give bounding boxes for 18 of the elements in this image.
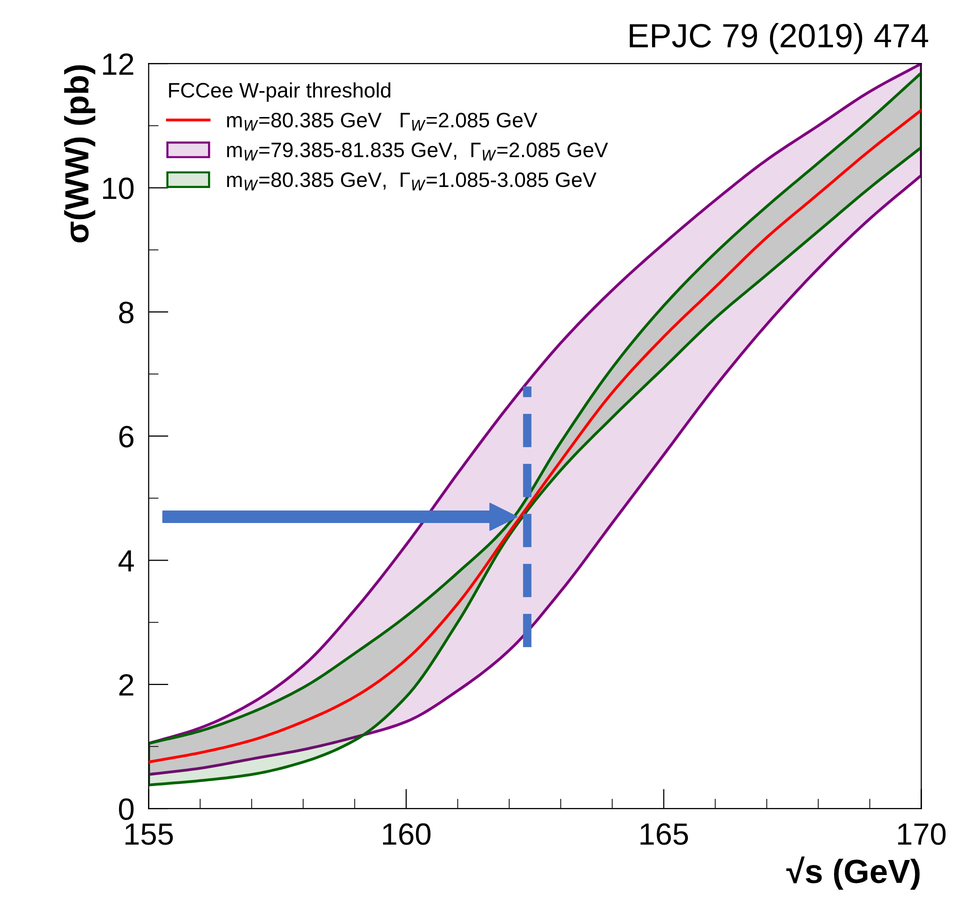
text: EPJC 79 (2019) 474 (630, 23, 928, 54)
y-tick-label: 8 (119, 302, 134, 324)
legend-label: m$_{W}$=79.385-81.835 GeV, Γ$_{W}$=2.085 GeV (227, 142, 608, 161)
y-tick-label: 2 (119, 674, 134, 696)
y-tick-label: 12 (103, 53, 134, 75)
y-tick-label: 6 (119, 426, 134, 448)
x-tick-label: 160 (383, 823, 430, 845)
legend-label: m$_{W}$=80.385 GeV, Γ$_{W}$=1.085-3.085 GeV (227, 172, 596, 190)
legend-label: m$_{W}$=80.385 GeV Γ$_{W}$=2.085 GeV (227, 112, 538, 131)
y-tick-label: 4 (118, 550, 134, 572)
y-tick-label: 10 (103, 178, 134, 200)
x-tick-label: 165 (640, 823, 688, 845)
x-axis-title: √s (GeV) (786, 856, 920, 890)
x-tick-label: 170 (898, 823, 946, 845)
x-tick-label: 155 (126, 824, 173, 845)
y-axis-title: σ(WW) (pb) (64, 65, 96, 242)
legend-title: FCCee W-pair threshold (169, 82, 390, 102)
y-tick-label: 0 (118, 798, 134, 820)
